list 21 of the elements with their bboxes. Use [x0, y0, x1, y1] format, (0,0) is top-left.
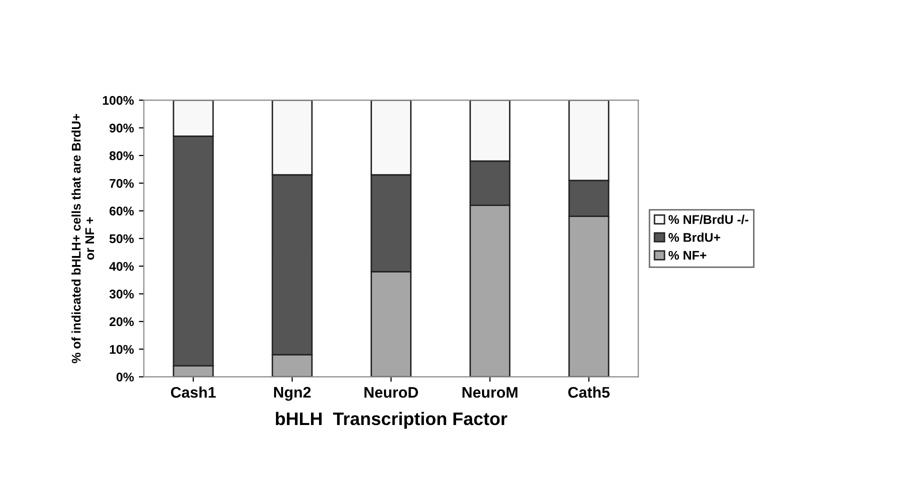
x-tick-label: Cath5 [568, 386, 610, 398]
y-tick-label: 60% [110, 206, 134, 216]
legend-label: % BrdU+ [668, 232, 720, 242]
x-axis-title: bHLH Transcription Factor [276, 412, 508, 429]
y-tick-label: 10% [110, 344, 134, 354]
y-tick-label: 50% [109, 234, 134, 244]
legend-label: % NF/BrdU -/- [668, 214, 748, 224]
y-tick-label: 80% [109, 151, 134, 160]
y-tick-label: 70% [110, 178, 134, 188]
y-tick-label: 30% [109, 290, 134, 298]
y-tick-label: 20% [110, 317, 134, 326]
y-axis-title: % of indicated bHLH+ cells that are BrdU+ or NF + [71, 114, 94, 364]
x-tick-label: Ngn2 [274, 386, 311, 401]
y-tick-label: 100% [102, 96, 134, 105]
x-tick-label: NeuroM [462, 387, 518, 398]
y-tick-label: 40% [109, 262, 134, 271]
x-tick-label: NeuroD [364, 387, 418, 398]
x-tick-label: Cash1 [170, 386, 216, 398]
y-tick-label: 90% [110, 124, 134, 132]
y-tick-label: 0% [116, 372, 134, 382]
legend-label: % NF+ [668, 250, 706, 260]
